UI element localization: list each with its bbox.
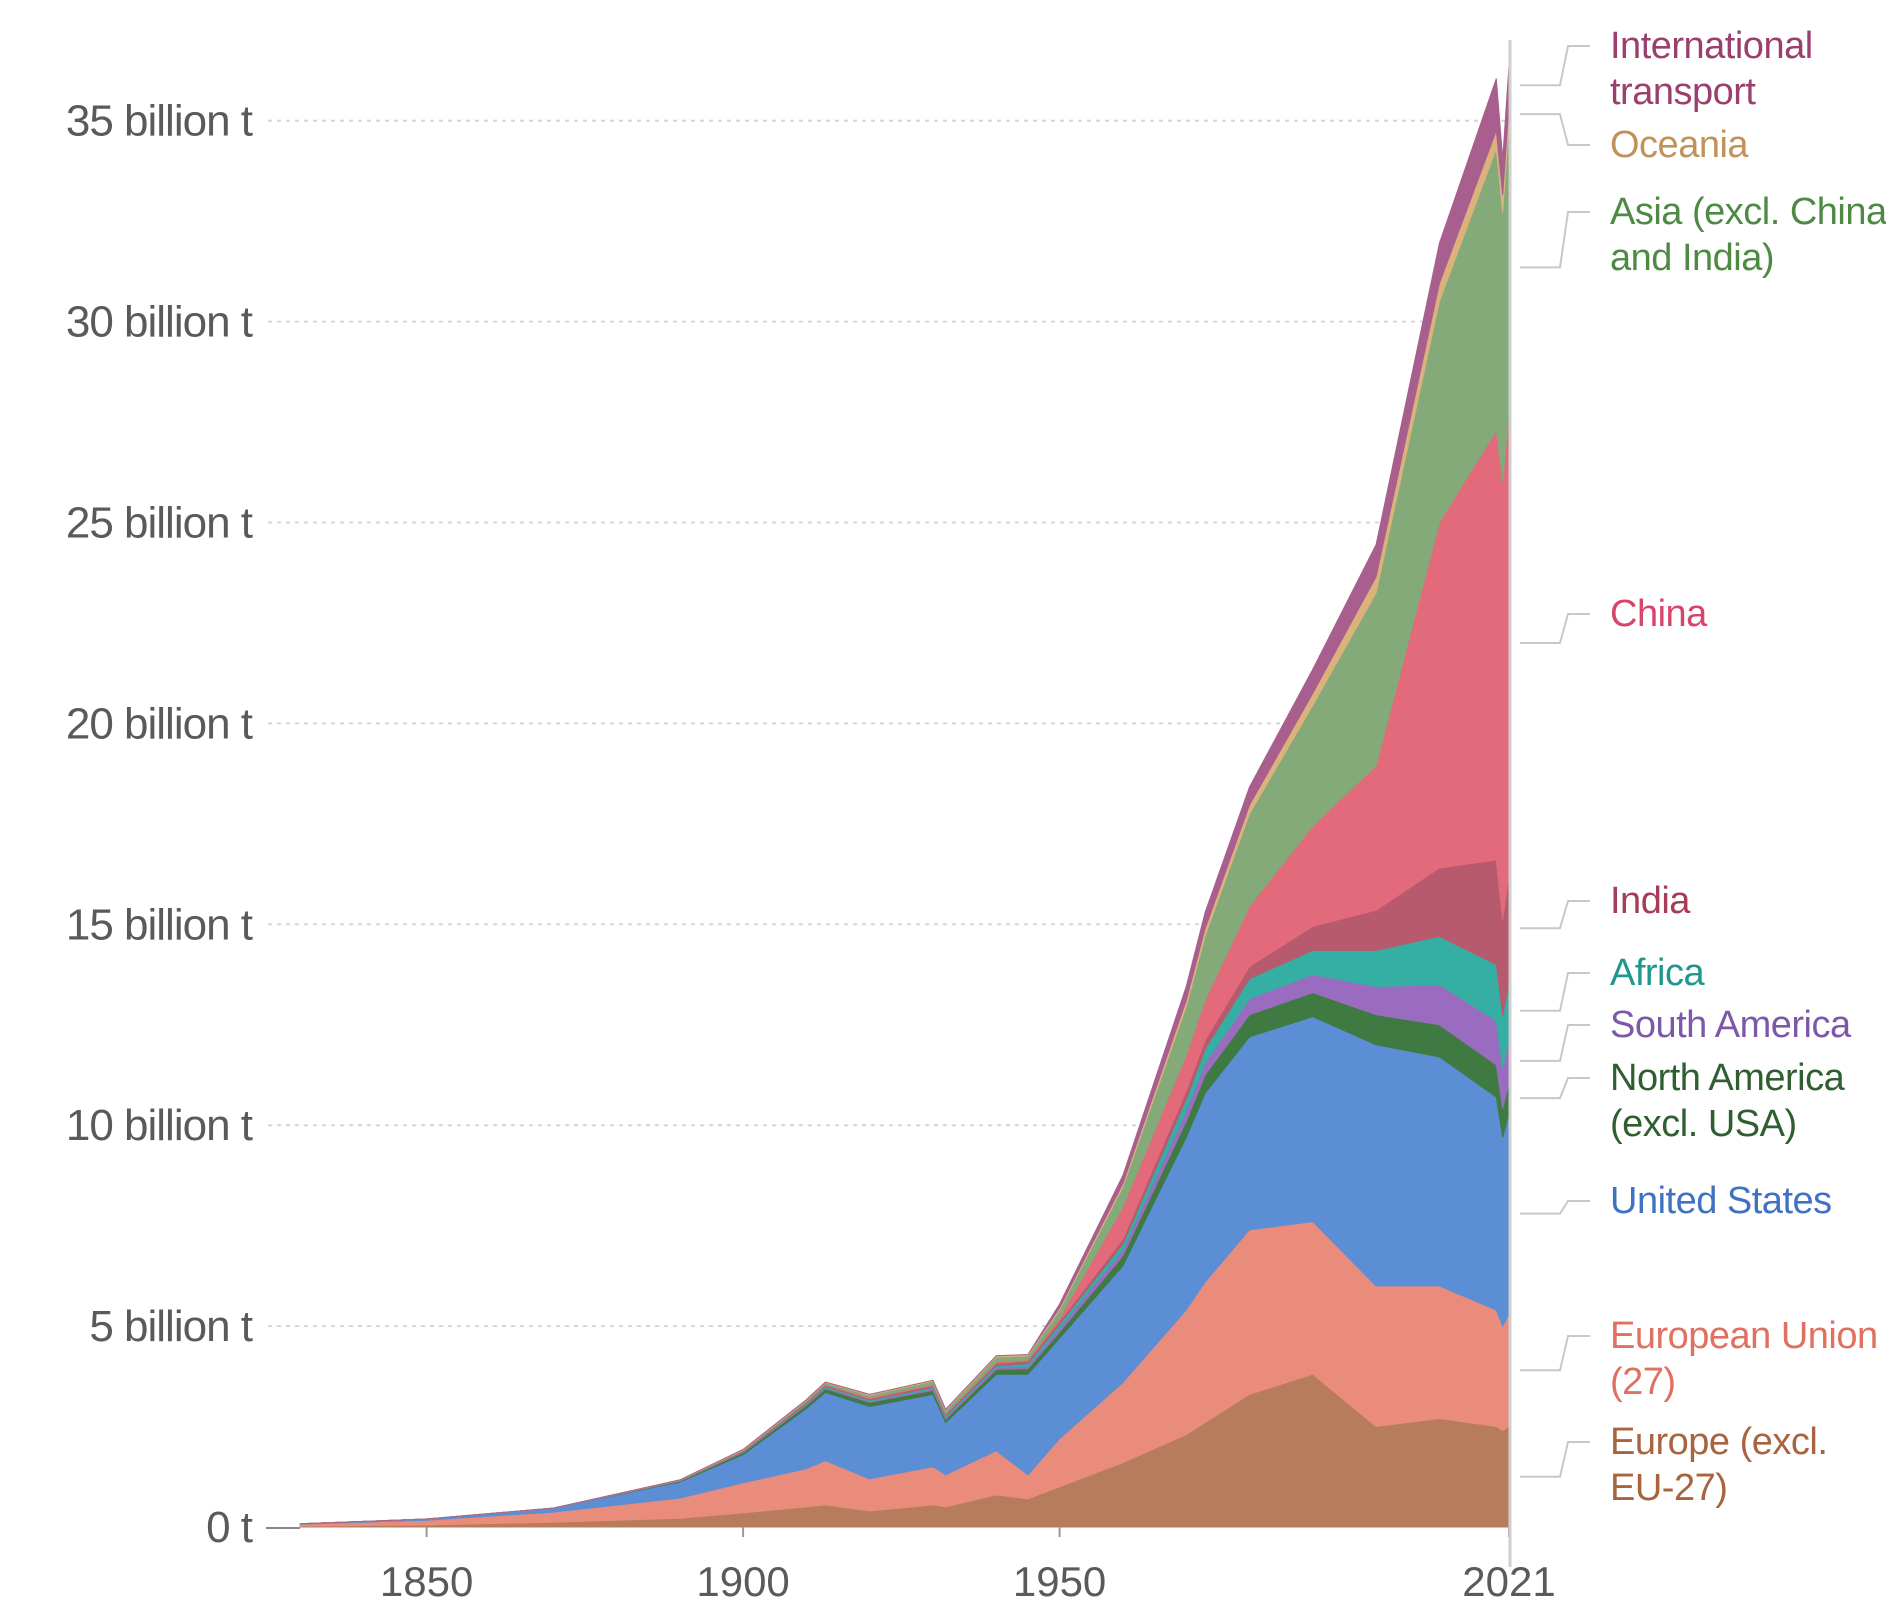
- label-connector: [1520, 1335, 1590, 1372]
- y-tick-label: 0 t: [206, 1503, 253, 1552]
- series-label: Oceania: [1610, 124, 1749, 166]
- series-label: EU-27): [1610, 1467, 1727, 1509]
- label-connector: [1520, 1441, 1590, 1478]
- series-label: North America: [1610, 1057, 1846, 1099]
- series-label: transport: [1610, 71, 1756, 113]
- series-labels: Europe (excl.EU-27) European Union(27) Uni…: [1520, 25, 1886, 1509]
- x-tick-label: 1850: [380, 1558, 473, 1605]
- label-connector: [1520, 900, 1590, 930]
- label-connector: [1520, 1077, 1590, 1100]
- y-tick-label: 20 billion t: [66, 699, 253, 748]
- x-tick-label: 1950: [1013, 1558, 1106, 1605]
- series-label: (excl. USA): [1610, 1103, 1797, 1145]
- label-connector: [1520, 113, 1590, 146]
- x-tick-label: 1900: [696, 1558, 789, 1605]
- y-tick-label: 10 billion t: [66, 1101, 253, 1150]
- label-connector: [1520, 1200, 1590, 1215]
- series-label: South America: [1610, 1004, 1852, 1046]
- series-label: International: [1610, 25, 1813, 67]
- series-label: Africa: [1610, 952, 1706, 994]
- series-label: Europe (excl.: [1610, 1421, 1827, 1463]
- area-series: [299, 65, 1510, 1528]
- y-tick-label: 35 billion t: [66, 97, 253, 146]
- y-tick-label: 15 billion t: [66, 900, 253, 949]
- series-label: (27): [1610, 1361, 1676, 1403]
- series-label: China: [1610, 593, 1708, 635]
- series-label: European Union: [1610, 1315, 1878, 1357]
- label-connector: [1520, 1024, 1590, 1062]
- y-tick-label: 25 billion t: [66, 499, 253, 548]
- y-tick-label: 30 billion t: [66, 298, 253, 347]
- y-tick-label: 5 billion t: [89, 1302, 252, 1351]
- label-connector: [1520, 211, 1590, 269]
- label-connector: [1520, 972, 1590, 1012]
- series-label: United States: [1610, 1180, 1832, 1222]
- label-connector: [1520, 613, 1590, 644]
- series-label: India: [1610, 880, 1691, 922]
- axes: 0 t 5 billion t 10 billion t 15 billion t 20…: [66, 40, 1556, 1605]
- label-connector: [1520, 45, 1590, 87]
- series-label: and India): [1610, 237, 1774, 279]
- series-label: Asia (excl. China: [1610, 191, 1886, 233]
